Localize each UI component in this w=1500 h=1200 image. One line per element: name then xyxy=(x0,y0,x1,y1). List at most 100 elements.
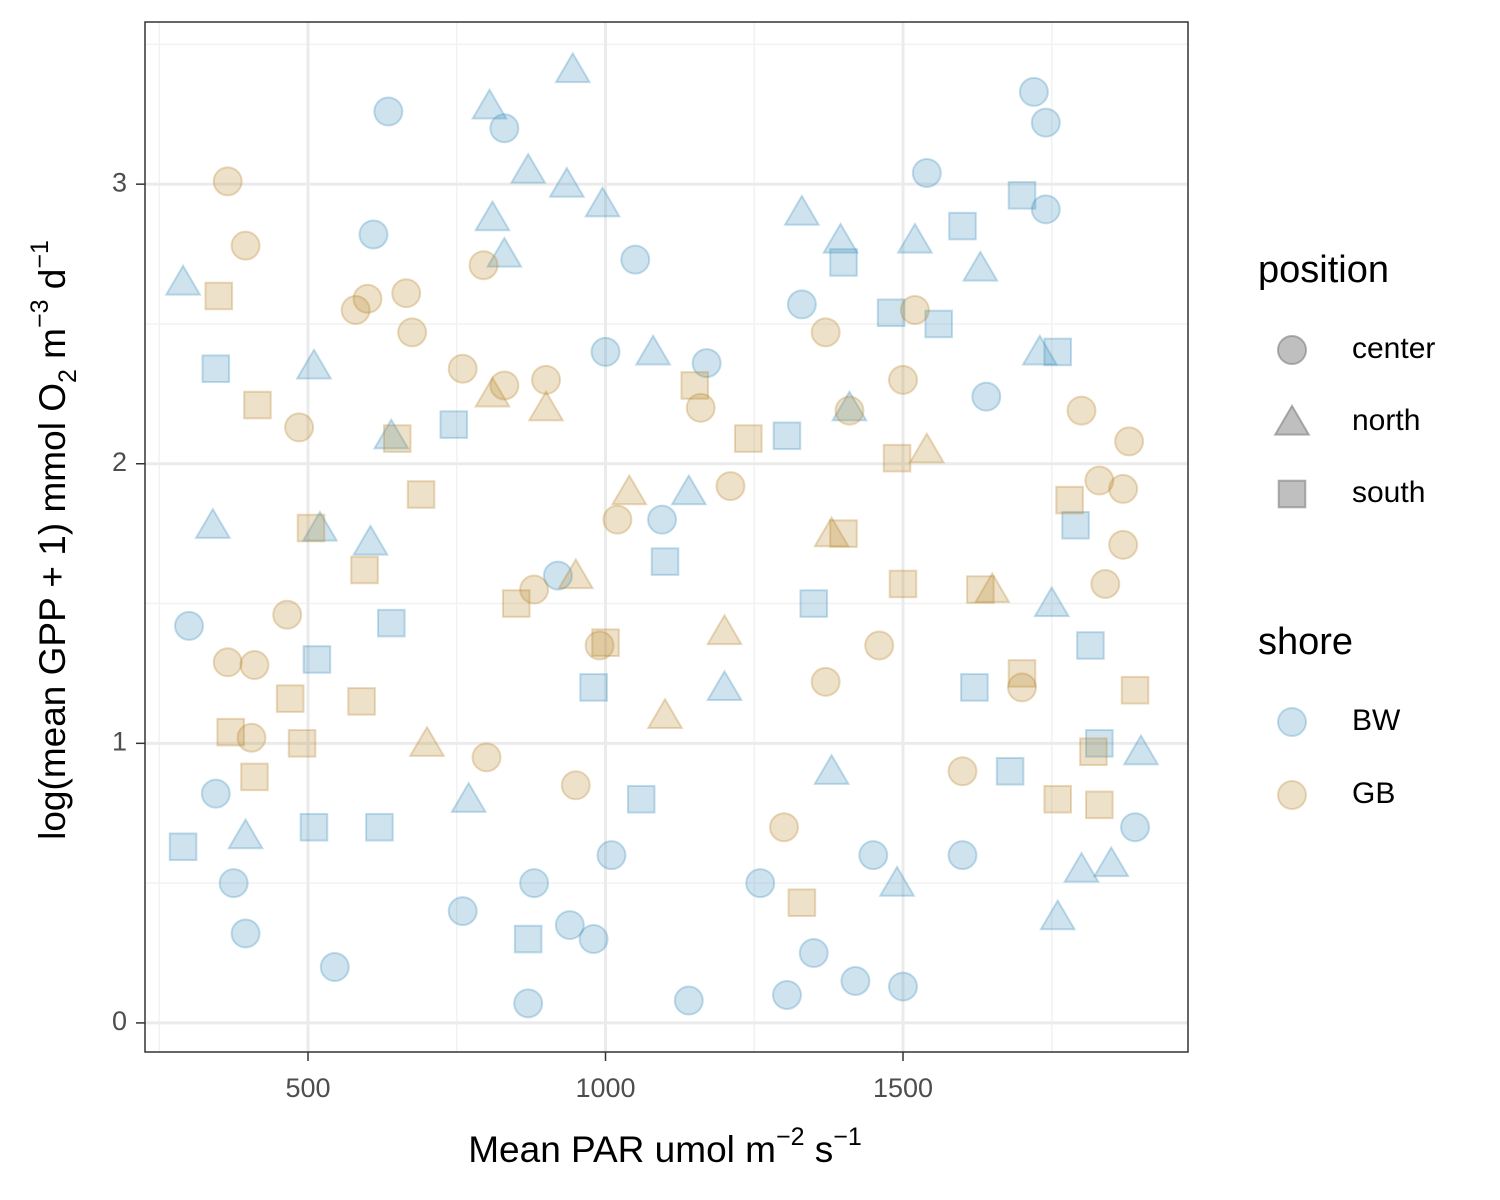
y-axis-title: log(mean GPP + 1) mmol O2 m−3 d−1 xyxy=(26,240,82,840)
point xyxy=(602,504,633,535)
point xyxy=(447,353,478,384)
point xyxy=(858,840,889,871)
point xyxy=(397,317,428,348)
point xyxy=(358,219,389,250)
point xyxy=(295,347,333,380)
point xyxy=(509,152,547,184)
point xyxy=(531,364,562,395)
point xyxy=(1079,737,1108,767)
point xyxy=(473,199,512,232)
point xyxy=(236,722,267,753)
point xyxy=(646,697,684,729)
point xyxy=(373,96,404,127)
point xyxy=(527,389,565,422)
point xyxy=(745,868,776,899)
point xyxy=(715,471,746,502)
point xyxy=(821,221,860,254)
point xyxy=(650,547,680,576)
point xyxy=(1043,784,1072,814)
point xyxy=(973,571,1011,604)
legend-label: north xyxy=(1352,404,1420,437)
point xyxy=(212,647,243,678)
point xyxy=(519,574,550,605)
point xyxy=(1076,631,1105,660)
point xyxy=(485,235,523,268)
point xyxy=(834,395,865,426)
grid xyxy=(145,22,1188,1052)
point xyxy=(239,650,270,681)
point xyxy=(590,336,621,367)
x-axis-title-part: −2 xyxy=(776,1123,805,1151)
y-tick-label: 3 xyxy=(112,167,127,197)
point xyxy=(439,410,469,439)
point xyxy=(365,812,394,842)
point xyxy=(340,294,371,325)
point xyxy=(888,971,919,1002)
point xyxy=(961,249,999,282)
point xyxy=(878,865,916,897)
point xyxy=(352,283,383,314)
point xyxy=(168,832,198,862)
x-axis-title-part: −1 xyxy=(833,1123,862,1151)
series xyxy=(408,375,1011,757)
point xyxy=(798,938,829,969)
point xyxy=(1108,473,1139,504)
point xyxy=(1021,333,1059,366)
legend: position center north south shore BW GB xyxy=(1258,249,1435,810)
point xyxy=(473,375,512,408)
point xyxy=(194,507,232,539)
point xyxy=(519,868,550,899)
point xyxy=(1114,426,1145,457)
point xyxy=(584,630,615,661)
point xyxy=(840,965,871,996)
series xyxy=(174,76,1151,1019)
x-tick-label: 1500 xyxy=(873,1073,933,1103)
point xyxy=(1007,181,1037,210)
point xyxy=(610,473,648,506)
point xyxy=(560,770,591,801)
point xyxy=(164,263,202,296)
point xyxy=(1043,337,1072,367)
y-tick-label: 2 xyxy=(112,447,127,477)
legend-label: center xyxy=(1352,332,1435,365)
point xyxy=(347,687,376,716)
point xyxy=(513,924,543,954)
point xyxy=(201,354,231,383)
point xyxy=(769,812,800,843)
point xyxy=(1085,729,1114,758)
point xyxy=(1092,845,1130,878)
legend-symbol xyxy=(1277,479,1307,509)
series xyxy=(212,166,1145,843)
legend-label: south xyxy=(1352,476,1425,509)
point xyxy=(947,840,978,871)
point xyxy=(882,443,912,473)
point xyxy=(284,412,315,443)
point xyxy=(212,166,243,197)
legend-label: GB xyxy=(1352,777,1395,810)
point xyxy=(620,244,651,275)
point xyxy=(583,185,622,218)
point xyxy=(1122,733,1160,766)
point xyxy=(377,608,406,638)
point xyxy=(557,557,595,590)
point xyxy=(319,952,350,983)
point xyxy=(960,673,989,702)
point xyxy=(673,985,704,1016)
point xyxy=(579,673,608,702)
y-axis-title-part: −1 xyxy=(26,240,54,269)
point xyxy=(1085,790,1114,820)
y-axis-title-part: 2 xyxy=(54,369,82,383)
point xyxy=(578,924,609,955)
point xyxy=(810,666,841,697)
point xyxy=(1039,898,1077,931)
point xyxy=(705,613,744,646)
point xyxy=(301,509,339,542)
point xyxy=(829,248,858,277)
legend-symbol xyxy=(1277,780,1307,810)
point xyxy=(554,51,592,84)
point xyxy=(1007,659,1037,688)
point xyxy=(799,589,829,618)
legend-symbol xyxy=(1277,707,1307,737)
point xyxy=(227,817,265,850)
